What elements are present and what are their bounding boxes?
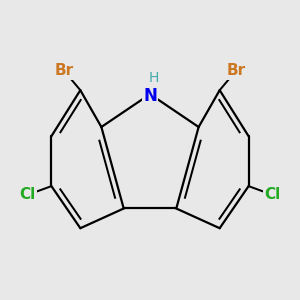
Text: Br: Br [55,63,74,78]
Text: Br: Br [226,63,245,78]
Text: Cl: Cl [20,187,36,202]
Text: Cl: Cl [264,187,280,202]
Text: H: H [148,71,159,85]
Text: N: N [143,87,157,105]
